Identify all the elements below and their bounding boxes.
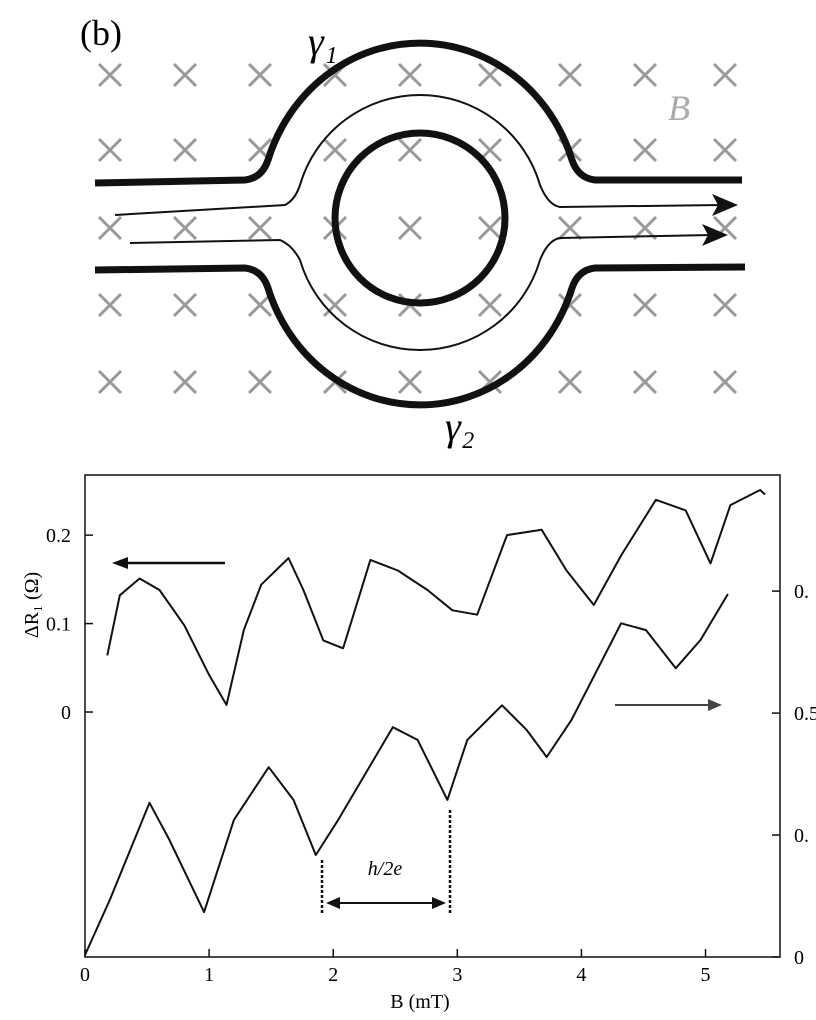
y-axis-label: ΔR₁ (Ω) bbox=[21, 572, 43, 638]
cross bbox=[399, 64, 421, 86]
outer-edge-top bbox=[95, 43, 742, 183]
cross bbox=[99, 294, 121, 316]
cross bbox=[99, 217, 121, 239]
cross bbox=[324, 294, 346, 316]
cross bbox=[559, 371, 581, 393]
arrow-head bbox=[708, 699, 722, 711]
cross bbox=[99, 371, 121, 393]
path-lower bbox=[130, 235, 712, 350]
y2-tick-label: 0 bbox=[794, 947, 804, 969]
cross bbox=[249, 64, 271, 86]
cross bbox=[174, 139, 196, 161]
gamma-1: γ₁ bbox=[308, 19, 338, 64]
chart: h/2e B (mT) ΔR₁ (Ω) 0 1 2 3 4 5 0 0.1 0.2 0 0. 0.5 0… bbox=[21, 475, 816, 1013]
x-tick-label: 0 bbox=[80, 964, 90, 986]
panel-label: (b) bbox=[80, 13, 122, 53]
cross bbox=[249, 217, 271, 239]
x-tick-label: 2 bbox=[328, 964, 338, 986]
x-axis-label: B (mT) bbox=[390, 991, 449, 1013]
plot-frame bbox=[85, 475, 780, 957]
data-line bbox=[107, 490, 765, 705]
x-tick-label: 1 bbox=[204, 964, 214, 986]
field-label: B bbox=[668, 88, 690, 128]
figure: (b) γ₁ γ₂ B h/2e B (mT) ΔR₁ (Ω) 0 1 2 3 4 5 0 0… bbox=[0, 0, 816, 1020]
annotation: h/2e bbox=[368, 858, 403, 880]
cross bbox=[99, 64, 121, 86]
cross bbox=[714, 64, 736, 86]
cross bbox=[99, 139, 121, 161]
cross bbox=[634, 294, 656, 316]
x-tick-label: 5 bbox=[701, 964, 711, 986]
cross bbox=[714, 139, 736, 161]
cross bbox=[479, 294, 501, 316]
cross bbox=[634, 371, 656, 393]
cross bbox=[399, 371, 421, 393]
x-tick-label: 4 bbox=[576, 964, 586, 986]
cross bbox=[559, 217, 581, 239]
cross bbox=[559, 64, 581, 86]
y2-tick-label: 0. bbox=[794, 581, 809, 603]
cross bbox=[249, 371, 271, 393]
arrow-head bbox=[112, 557, 128, 569]
cross bbox=[174, 294, 196, 316]
y-tick-label: 0 bbox=[61, 702, 71, 724]
cross bbox=[174, 64, 196, 86]
gamma-2: γ₂ bbox=[445, 404, 475, 449]
x-tick-label: 3 bbox=[452, 964, 462, 986]
field-crosses bbox=[99, 64, 736, 393]
cross bbox=[634, 139, 656, 161]
cross bbox=[634, 64, 656, 86]
y2-tick-label: 0.5 bbox=[794, 703, 816, 725]
cross bbox=[714, 294, 736, 316]
path-upper bbox=[115, 95, 722, 215]
cross bbox=[174, 217, 196, 239]
cross bbox=[714, 371, 736, 393]
cross bbox=[174, 371, 196, 393]
cross bbox=[479, 217, 501, 239]
y-tick-label: 0.1 bbox=[46, 614, 71, 636]
data-line bbox=[85, 594, 728, 955]
y-tick-label: 0.2 bbox=[46, 525, 71, 547]
cross bbox=[399, 139, 421, 161]
cross bbox=[399, 217, 421, 239]
y2-tick-label: 0. bbox=[794, 825, 809, 847]
cross bbox=[324, 139, 346, 161]
